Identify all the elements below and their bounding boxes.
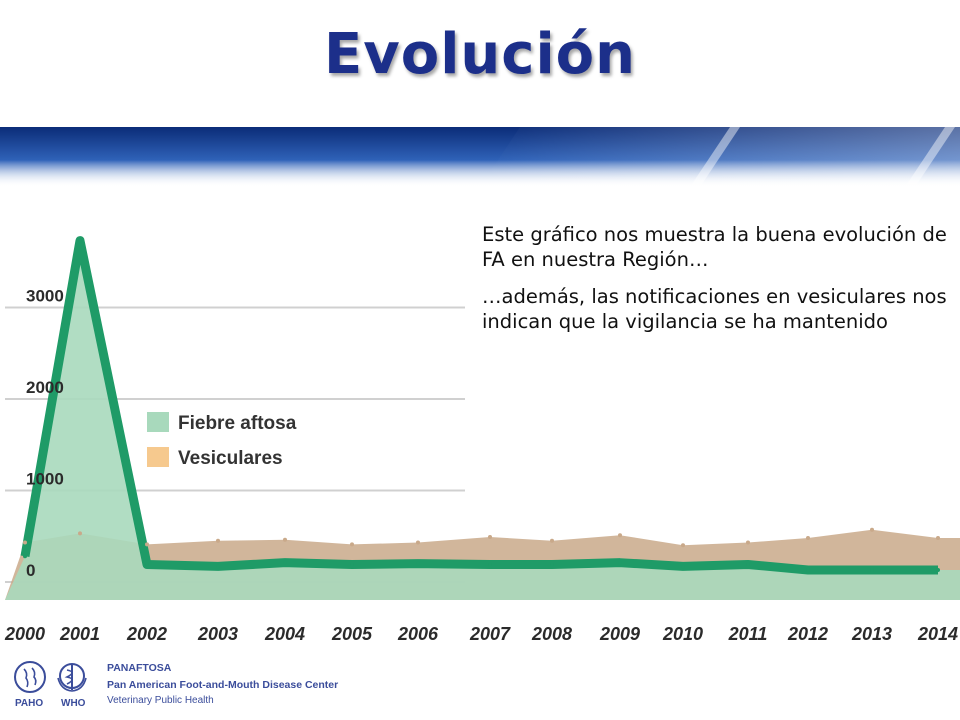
x-tick-label: 2005	[331, 624, 373, 644]
x-tick-label: 2011	[728, 624, 768, 644]
data-point-fiebre-aftosa	[488, 562, 492, 567]
x-tick-label: 2010	[662, 624, 703, 644]
data-point-vesiculares	[350, 542, 354, 547]
org-name: PANAFTOSA	[107, 662, 172, 674]
caption-line-1: Este gráfico nos muestra la buena evoluc…	[482, 223, 947, 271]
data-point-vesiculares	[618, 533, 622, 538]
data-point-vesiculares	[23, 540, 27, 545]
header-banner	[0, 127, 960, 187]
x-tick-label: 2006	[397, 624, 439, 644]
x-tick-label: 2003	[197, 624, 238, 644]
x-tick-label: 2013	[851, 624, 892, 644]
data-point-vesiculares	[870, 527, 874, 532]
data-point-fiebre-aftosa	[870, 568, 874, 572]
x-tick-label: 2009	[599, 624, 640, 644]
footer: PAHO WHO PANAFTOSA Pan American Foot-and…	[0, 650, 960, 720]
data-point-vesiculares	[78, 531, 82, 536]
x-tick-label: 2008	[531, 624, 572, 644]
x-tick-label: 2014	[917, 624, 958, 644]
data-point-fiebre-aftosa	[23, 554, 27, 559]
data-point-vesiculares	[936, 535, 940, 540]
x-tick-label: 2001	[59, 624, 100, 644]
data-point-fiebre-aftosa	[416, 561, 420, 566]
y-tick-label: 3000	[26, 287, 64, 306]
org-full-name: Pan American Foot-and-Mouth Disease Cent…	[107, 679, 339, 691]
x-tick-label: 2004	[264, 624, 305, 644]
chart-bottom-band	[0, 600, 960, 650]
data-point-fiebre-aftosa	[216, 564, 220, 569]
data-point-fiebre-aftosa	[746, 562, 750, 567]
caption-text: Este gráfico nos muestra la buena evoluc…	[482, 222, 952, 346]
data-point-vesiculares	[416, 540, 420, 545]
data-point-fiebre-aftosa	[350, 562, 354, 567]
data-point-vesiculares	[145, 542, 149, 547]
x-tick-label: 2002	[126, 624, 167, 644]
data-point-fiebre-aftosa	[145, 562, 149, 567]
data-point-fiebre-aftosa	[283, 560, 287, 565]
slide-title: Evolución	[323, 22, 637, 87]
legend-label: Vesiculares	[178, 448, 283, 469]
data-point-fiebre-aftosa	[78, 238, 82, 243]
caption-line-2: …además, las notificaciones en vesicular…	[482, 285, 947, 333]
data-point-vesiculares	[681, 543, 685, 548]
series-area-fiebre-aftosa	[5, 240, 960, 600]
legend-swatch	[147, 412, 169, 432]
data-point-vesiculares	[488, 535, 492, 540]
legend-label: Fiebre aftosa	[178, 413, 297, 434]
data-point-fiebre-aftosa	[806, 568, 810, 572]
data-point-vesiculares	[806, 535, 810, 540]
evolution-chart: 0 1000 2000 3000 2000 2001 2002 2003 2004 2005 20…	[0, 236, 960, 650]
data-point-vesiculares	[550, 538, 554, 543]
paho-label: PAHO	[15, 698, 44, 709]
y-tick-label: 1000	[26, 470, 64, 489]
x-tick-label: 2000	[4, 624, 45, 644]
org-unit: Veterinary Public Health	[107, 695, 214, 706]
data-point-fiebre-aftosa	[681, 564, 685, 569]
data-point-vesiculares	[283, 537, 287, 542]
who-label: WHO	[61, 698, 86, 709]
paho-logo-icon	[14, 661, 46, 693]
data-point-vesiculares	[216, 538, 220, 543]
legend-swatch	[147, 447, 169, 467]
y-tick-label: 0	[26, 561, 35, 580]
data-point-fiebre-aftosa	[550, 562, 554, 567]
y-tick-label: 2000	[26, 378, 64, 397]
data-point-vesiculares	[746, 540, 750, 545]
data-point-fiebre-aftosa	[618, 560, 622, 565]
x-tick-label: 2007	[469, 624, 511, 644]
data-point-fiebre-aftosa	[936, 568, 940, 572]
x-tick-label: 2012	[787, 624, 828, 644]
who-logo-icon	[57, 663, 87, 692]
chart-legend: Fiebre aftosa Vesiculares	[147, 412, 297, 469]
